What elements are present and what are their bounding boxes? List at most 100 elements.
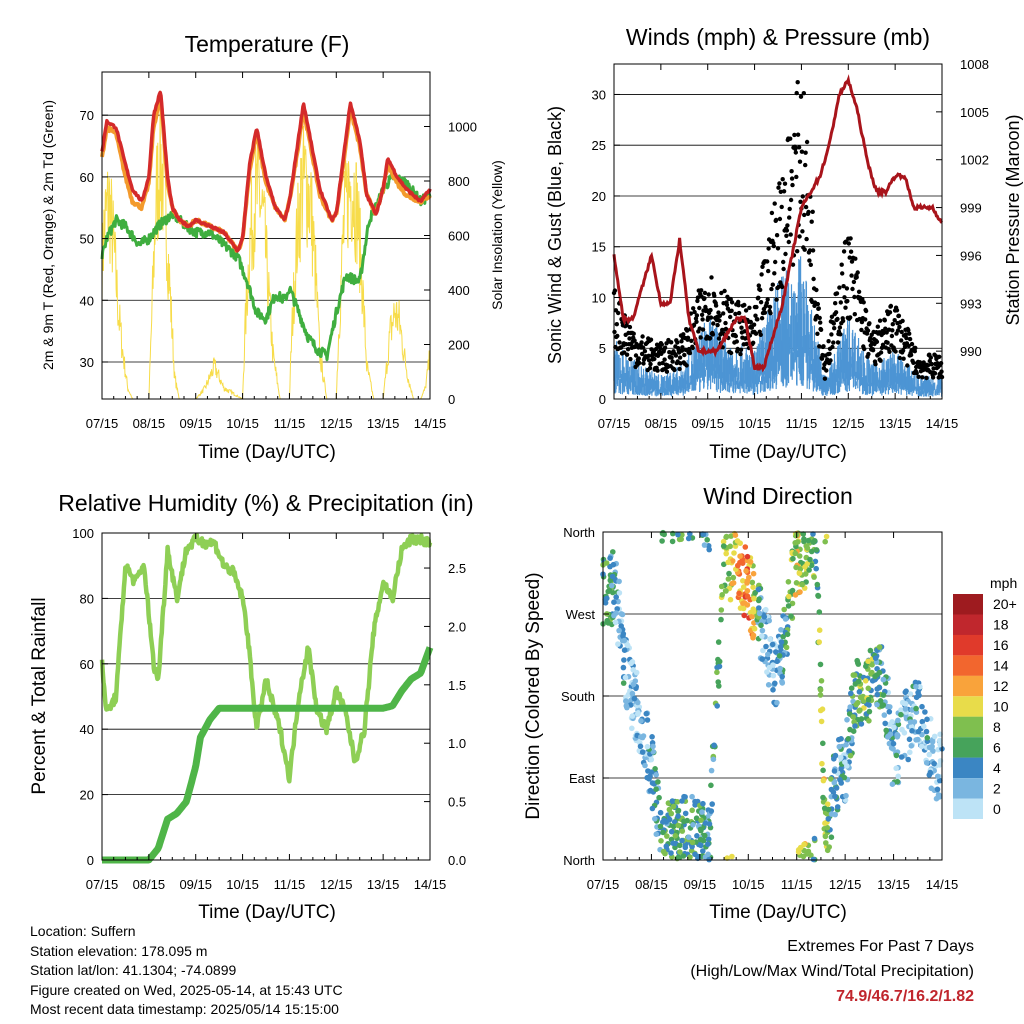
wind-direction-point [647, 787, 654, 794]
temperature-x-tick-label: 13/15 [367, 416, 400, 431]
gust-point [845, 298, 850, 304]
gust-point [868, 336, 873, 341]
legend-swatch [953, 716, 983, 738]
gust-point [682, 352, 687, 358]
gust-point [887, 349, 892, 354]
wind-direction-point [869, 669, 875, 676]
wind-direction-point [823, 533, 830, 540]
gust-point [821, 344, 826, 349]
direction-y-tick-label: North [563, 525, 595, 540]
temperature-y-tick-label: 60 [80, 170, 94, 185]
wind-direction-point [924, 716, 930, 723]
wind-direction-point [788, 613, 794, 619]
wind-direction-point [681, 818, 687, 825]
gust-point [833, 301, 838, 306]
gust-point [787, 215, 792, 220]
humidity-x-tick-label: 10/15 [226, 877, 259, 892]
wind-direction-point [894, 778, 901, 785]
wind-direction-point [908, 723, 915, 730]
temperature-y2-tick-label: 0 [448, 392, 455, 407]
legend-swatch [953, 614, 983, 635]
wind-direction-point [808, 548, 815, 555]
gust-point [907, 331, 912, 336]
winds-y2-tick-label: 1005 [960, 105, 989, 120]
extremes-title: Extremes For Past 7 Days [787, 938, 974, 955]
gust-point [708, 307, 713, 313]
gust-point [828, 358, 833, 363]
wind-direction-point [677, 842, 683, 849]
humidity-y2-tick-label: 0.0 [448, 853, 466, 868]
wind-direction-point [649, 734, 655, 740]
wind-direction-point [716, 658, 723, 665]
wind-direction-point [621, 647, 628, 653]
humidity-x-tick-label: 07/15 [86, 877, 119, 892]
temperature-right-axis-label: Solar Insolation (Yellow) [489, 160, 505, 310]
wind-direction-point [670, 840, 676, 846]
wind-direction-point [658, 838, 664, 844]
gust-point [691, 306, 696, 311]
gust-point [912, 349, 917, 354]
wind-direction-point [866, 718, 872, 724]
wind-direction-point [704, 537, 710, 543]
wind-direction-point [887, 731, 894, 738]
gust-point [669, 355, 674, 360]
wind-direction-point [652, 766, 658, 772]
wind-direction-point [681, 793, 687, 800]
wind-direction-point [645, 768, 651, 774]
winds-y-tick-label: 20 [592, 189, 606, 204]
wind-direction-point [857, 694, 864, 701]
wind-direction-point [782, 616, 789, 622]
wind-direction-point [810, 856, 817, 863]
wind-direction-point [699, 809, 705, 815]
wind-direction-point [674, 799, 681, 805]
gust-point [697, 305, 702, 311]
winds-y2-tick-label: 1008 [960, 57, 989, 72]
gust-point [932, 371, 938, 376]
gust-point [687, 350, 693, 356]
gust-point [614, 322, 619, 327]
wind-direction-point [881, 712, 888, 718]
gust-point [691, 322, 697, 327]
gust-point [830, 344, 835, 350]
gust-point [677, 366, 682, 372]
wind-direction-point [770, 687, 776, 693]
gust-point [773, 259, 778, 265]
gust-point [904, 335, 909, 341]
wind-direction-point [793, 580, 800, 586]
gust-point [639, 340, 644, 345]
wind-direction-point [816, 609, 823, 615]
wind-direction-point [700, 800, 706, 807]
wind-direction-point [916, 692, 922, 699]
wind-direction-point [661, 817, 667, 824]
wind-direction-point [804, 545, 811, 551]
gust-point [765, 259, 770, 264]
wind-direction-point [937, 777, 943, 784]
wind-direction-point [705, 841, 711, 847]
recent-timestamp: Most recent data timestamp: 2025/05/14 1… [30, 1001, 339, 1017]
gust-point [751, 322, 757, 327]
wind-direction-point [639, 749, 646, 755]
gust-point [859, 327, 864, 333]
wind-direction-point [801, 536, 807, 542]
gust-point [633, 353, 639, 358]
gust-point [818, 320, 823, 325]
humidity-title: Relative Humidity (%) & Precipitation (i… [58, 490, 473, 516]
gust-point [908, 352, 914, 358]
wind-direction-point [774, 699, 780, 706]
wind-direction-point [702, 820, 708, 826]
wind-direction-point [675, 813, 681, 819]
humidity-plot-frame [101, 532, 431, 861]
wind-direction-point [824, 801, 831, 807]
winds-x-tick-label: 09/15 [691, 416, 724, 431]
wind-direction-point [701, 542, 708, 548]
wind-direction-point [792, 592, 799, 598]
wind-direction-point [689, 843, 695, 850]
gust-point [679, 348, 685, 353]
gust-point [793, 150, 798, 155]
humidity-x-tick-label: 13/15 [367, 877, 400, 892]
gust-point [615, 333, 620, 339]
wind-direction-point [828, 776, 834, 782]
gust-point [679, 339, 684, 344]
gust-point [637, 360, 642, 366]
wind-direction-point [931, 760, 937, 767]
